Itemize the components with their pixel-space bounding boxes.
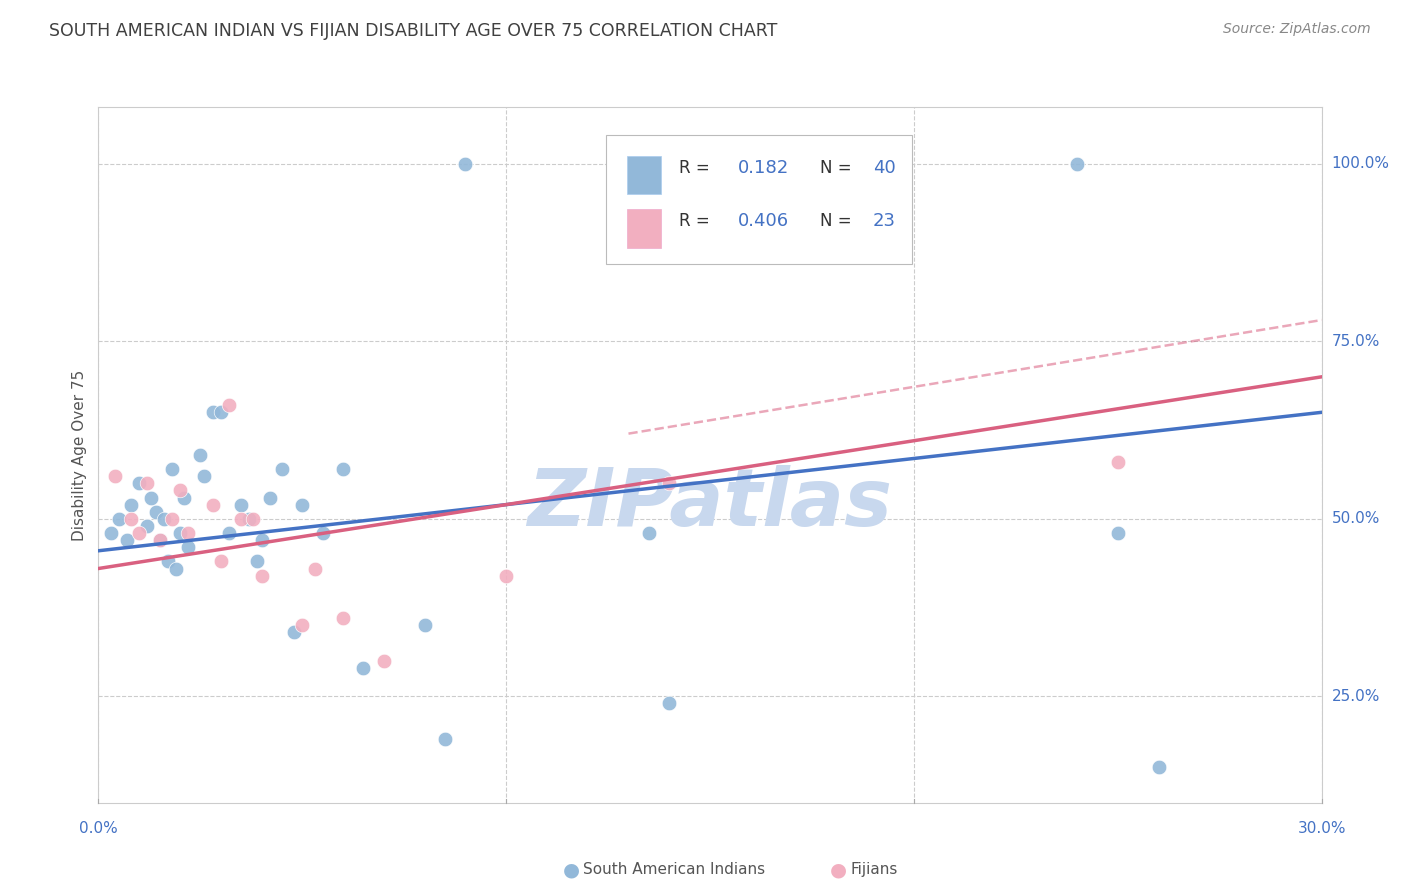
Point bbox=[433, 731, 456, 746]
Point bbox=[246, 554, 269, 568]
Text: 50.0%: 50.0% bbox=[1331, 511, 1379, 526]
Y-axis label: Disability Age Over 75: Disability Age Over 75 bbox=[72, 369, 87, 541]
Point bbox=[152, 512, 174, 526]
Text: R =: R = bbox=[679, 212, 716, 230]
Point bbox=[177, 540, 200, 554]
Point bbox=[104, 469, 127, 483]
Point bbox=[637, 526, 661, 541]
Point bbox=[270, 462, 294, 476]
Point bbox=[1107, 526, 1129, 541]
Point bbox=[177, 526, 200, 541]
Point bbox=[218, 526, 240, 541]
Point bbox=[145, 505, 167, 519]
Text: ●: ● bbox=[562, 860, 579, 880]
Point bbox=[352, 661, 374, 675]
Point bbox=[304, 561, 326, 575]
Point bbox=[120, 498, 142, 512]
Point bbox=[242, 512, 264, 526]
Point bbox=[149, 533, 172, 548]
Point bbox=[115, 533, 138, 548]
Point bbox=[231, 498, 253, 512]
Point bbox=[209, 554, 232, 568]
Point bbox=[332, 462, 354, 476]
Point bbox=[128, 476, 150, 491]
Text: 30.0%: 30.0% bbox=[1298, 821, 1346, 836]
Point bbox=[160, 462, 183, 476]
Point bbox=[136, 476, 159, 491]
Point bbox=[658, 697, 681, 711]
Point bbox=[1066, 157, 1088, 171]
Point bbox=[209, 405, 232, 419]
Point bbox=[413, 618, 436, 632]
Point bbox=[136, 519, 159, 533]
Point bbox=[454, 157, 477, 171]
Text: 100.0%: 100.0% bbox=[1331, 156, 1389, 171]
Point bbox=[291, 498, 314, 512]
Text: 0.182: 0.182 bbox=[738, 159, 789, 177]
Text: Source: ZipAtlas.com: Source: ZipAtlas.com bbox=[1223, 22, 1371, 37]
Text: R =: R = bbox=[679, 159, 716, 177]
Point bbox=[218, 398, 240, 412]
Point bbox=[1147, 760, 1170, 774]
Text: ●: ● bbox=[830, 860, 846, 880]
Point bbox=[128, 526, 150, 541]
Point bbox=[250, 533, 273, 548]
Point bbox=[156, 554, 179, 568]
Text: 0.0%: 0.0% bbox=[79, 821, 118, 836]
Text: 0.406: 0.406 bbox=[738, 212, 789, 230]
Text: 25.0%: 25.0% bbox=[1331, 689, 1379, 704]
Point bbox=[169, 483, 191, 498]
Point bbox=[291, 618, 314, 632]
Point bbox=[617, 157, 640, 171]
Bar bbox=[627, 156, 661, 194]
Point bbox=[658, 476, 681, 491]
FancyBboxPatch shape bbox=[606, 135, 912, 263]
Point bbox=[149, 533, 172, 548]
Text: ZIPatlas: ZIPatlas bbox=[527, 465, 893, 542]
Point bbox=[312, 526, 335, 541]
Point bbox=[169, 526, 191, 541]
Text: 40: 40 bbox=[873, 159, 896, 177]
Point bbox=[165, 561, 187, 575]
Point bbox=[332, 611, 354, 625]
Point bbox=[259, 491, 281, 505]
Text: Fijians: Fijians bbox=[851, 863, 898, 877]
Point bbox=[201, 498, 224, 512]
Point bbox=[201, 405, 224, 419]
Bar bbox=[627, 210, 661, 248]
Point bbox=[173, 491, 195, 505]
Text: SOUTH AMERICAN INDIAN VS FIJIAN DISABILITY AGE OVER 75 CORRELATION CHART: SOUTH AMERICAN INDIAN VS FIJIAN DISABILI… bbox=[49, 22, 778, 40]
Point bbox=[373, 654, 395, 668]
Point bbox=[238, 512, 260, 526]
Point bbox=[108, 512, 131, 526]
Text: N =: N = bbox=[820, 159, 858, 177]
Point bbox=[100, 526, 122, 541]
Point bbox=[188, 448, 212, 462]
Point bbox=[495, 568, 517, 582]
Point bbox=[1107, 455, 1129, 469]
Point bbox=[160, 512, 183, 526]
Text: 23: 23 bbox=[873, 212, 896, 230]
Text: South American Indians: South American Indians bbox=[583, 863, 766, 877]
Point bbox=[250, 568, 273, 582]
Point bbox=[231, 512, 253, 526]
Point bbox=[141, 491, 163, 505]
Text: 75.0%: 75.0% bbox=[1331, 334, 1379, 349]
Point bbox=[193, 469, 215, 483]
Text: N =: N = bbox=[820, 212, 858, 230]
Point bbox=[283, 625, 305, 640]
Point bbox=[120, 512, 142, 526]
